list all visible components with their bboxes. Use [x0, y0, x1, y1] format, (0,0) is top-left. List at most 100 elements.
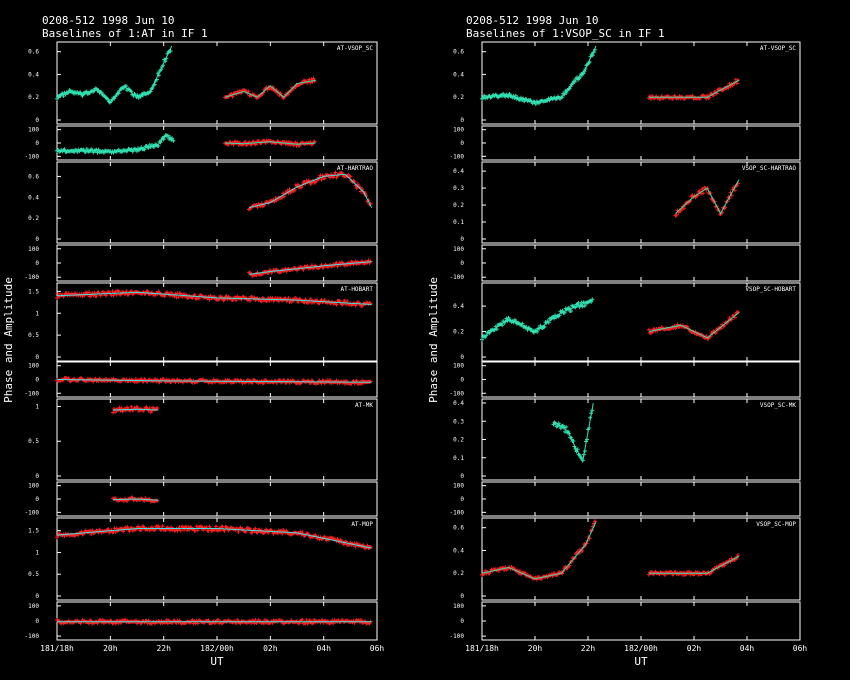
- baseline-label: AT-MOP: [351, 521, 373, 528]
- y-tick-label: 0.6: [28, 173, 39, 180]
- phase-frame: [481, 601, 801, 641]
- y-tick-label: 0.5: [28, 571, 39, 578]
- y-tick-label: 1.5: [28, 288, 39, 295]
- data-point: [213, 524, 218, 529]
- y-tick-label: 100: [453, 363, 464, 370]
- y-tick-label: 0.4: [28, 71, 39, 78]
- data-point: [299, 185, 304, 190]
- y-tick-label: 0: [460, 354, 464, 361]
- data-point: [308, 181, 313, 186]
- y-tick-label: -100: [450, 153, 465, 160]
- y-tick-label: 1: [35, 549, 39, 556]
- amplitude-frame: [481, 161, 801, 244]
- amplitude-frame: [481, 398, 801, 481]
- data-point: [646, 572, 651, 577]
- data-point: [681, 206, 686, 211]
- data-point: [99, 620, 104, 625]
- y-tick-label: 0.4: [28, 194, 39, 201]
- data-point: [355, 182, 360, 187]
- data-point: [73, 291, 78, 296]
- model-line: [112, 408, 159, 411]
- data-point: [551, 422, 556, 427]
- y-tick-label: -100: [25, 633, 40, 640]
- model-line: [224, 79, 316, 98]
- phase-frame: [56, 481, 378, 517]
- chart-title: Baselines of 1:AT in IF 1: [42, 27, 208, 40]
- data-point: [212, 294, 217, 299]
- data-point: [590, 297, 595, 302]
- y-tick-label: 100: [28, 246, 39, 253]
- data-point: [129, 404, 134, 409]
- baseline-label: VSOP_SC-MK: [760, 402, 797, 409]
- data-point: [89, 618, 94, 623]
- x-tick-label: 182/00h: [624, 644, 658, 653]
- data-point: [339, 170, 344, 175]
- data-point: [325, 619, 330, 624]
- data-point: [251, 619, 256, 624]
- data-point: [329, 620, 334, 625]
- y-tick-label: 0.2: [453, 437, 464, 444]
- subplot-5: VSOP_SC-MOP 0 0.2 0.4 0.6 100 0 -100: [450, 517, 801, 641]
- y-tick-label: 0.4: [453, 400, 464, 407]
- data-point: [127, 529, 132, 534]
- subplot-3: AT-HOBART 0 0.5 1 1.5 100 0 -100: [25, 282, 378, 398]
- data-point: [90, 528, 95, 533]
- y-tick-label: 0.5: [28, 332, 39, 339]
- y-tick-label: 0: [460, 377, 464, 384]
- baseline-label: VSOP_SC-HARTRAO: [742, 165, 797, 172]
- data-point: [155, 498, 160, 503]
- data-point: [87, 290, 91, 295]
- data-point: [109, 619, 114, 624]
- subplot-4: VSOP_SC-MK 0 0.1 0.2 0.3 0.4 100 0 -100: [450, 398, 801, 517]
- model-line: [649, 79, 740, 98]
- y-tick-label: 0: [460, 117, 464, 124]
- y-tick-label: 0.4: [453, 547, 464, 554]
- model-line: [648, 312, 740, 339]
- data-point: [145, 289, 150, 294]
- data-point: [353, 303, 358, 308]
- subplot-4: AT-MK 0 0.5 1 100 0 -100: [25, 398, 378, 517]
- phase-frame: [56, 125, 378, 161]
- amplitude-frame: [481, 41, 801, 125]
- data-point: [480, 337, 484, 342]
- data-point: [235, 617, 240, 622]
- y-tick-label: 1: [35, 310, 39, 317]
- model-line: [481, 45, 597, 104]
- data-point: [348, 174, 353, 179]
- data-point: [298, 529, 303, 534]
- data-point: [111, 293, 116, 298]
- phase-frame: [56, 244, 378, 282]
- subplot-1: AT-VSOP_SC 0 0.2 0.4 0.6 100 0 -100: [25, 41, 378, 161]
- data-point: [56, 291, 61, 296]
- y-tick-label: 0.3: [453, 418, 464, 425]
- data-point: [222, 528, 227, 533]
- y-tick-label: 100: [28, 363, 39, 370]
- model-line: [56, 379, 372, 383]
- y-axis-label: Phase and Amplitude: [2, 277, 15, 403]
- x-axis-label: UT: [634, 655, 648, 668]
- data-point: [178, 528, 183, 533]
- y-tick-label: 0: [460, 496, 464, 503]
- data-point: [580, 304, 585, 309]
- model-line: [649, 555, 740, 574]
- phase-frame: [481, 244, 801, 282]
- phase-frame: [481, 361, 801, 398]
- x-tick-label: 06h: [793, 644, 808, 653]
- y-tick-label: 0: [35, 354, 39, 361]
- x-tick-label: 181/18h: [465, 644, 499, 653]
- data-point: [164, 617, 169, 622]
- y-tick-label: 0.2: [453, 570, 464, 577]
- y-tick-label: 0: [35, 618, 39, 625]
- chart-source-line: 0208-512 1998 Jun 10: [42, 14, 174, 27]
- x-tick-label: 20h: [103, 644, 118, 653]
- y-tick-label: -100: [450, 390, 465, 397]
- data-point: [734, 81, 739, 86]
- y-tick-label: 0: [35, 377, 39, 384]
- model-line: [224, 141, 316, 145]
- y-tick-label: 0: [460, 260, 464, 267]
- data-point: [104, 293, 109, 298]
- subplot-2: AT-HARTRAO 0 0.2 0.4 0.6 100 0 -100: [25, 161, 378, 282]
